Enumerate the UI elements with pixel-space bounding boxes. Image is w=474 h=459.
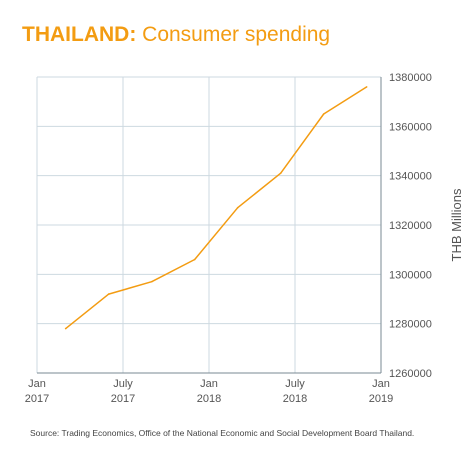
y-tick-label: 1300000 (389, 269, 432, 281)
y-tick-label: 1380000 (389, 72, 432, 84)
y-axis-label: THB Millions (449, 188, 464, 261)
x-tick-label-month: Jan (372, 378, 390, 390)
x-tick-label-year: 2019 (369, 393, 393, 405)
data-point (236, 206, 239, 209)
series (64, 86, 368, 330)
x-tick-label-month: July (285, 378, 305, 390)
y-tick-label: 1360000 (389, 121, 432, 133)
y-tick-label: 1320000 (389, 220, 432, 232)
y-tick-label: 1340000 (389, 171, 432, 183)
y-tick-label: 1280000 (389, 319, 432, 331)
data-point (322, 113, 325, 115)
chart-title-subject: Consumer spending (142, 23, 331, 46)
x-tick-label-month: Jan (28, 378, 46, 390)
data-point (279, 172, 282, 174)
x-tick-label-year: 2018 (283, 393, 307, 405)
data-point (150, 280, 153, 283)
x-tick-label-month: July (113, 378, 133, 390)
x-tick-label-year: 2018 (197, 393, 221, 405)
chart-title: THAILAND: Consumer spending (22, 22, 330, 48)
data-point (365, 86, 368, 88)
data-point (107, 293, 110, 295)
x-tick-label-year: 2017 (25, 393, 49, 405)
x-tick-label-year: 2017 (111, 393, 135, 405)
data-point (193, 258, 196, 261)
y-tick-labels: 1260000 1280000 1300000 1320000 1340000 13600… (389, 72, 432, 380)
x-tick-label-month: Jan (200, 378, 218, 390)
grid-lines (36, 76, 382, 374)
chart-title-country: THAILAND: (22, 23, 137, 46)
data-point (64, 327, 67, 330)
x-tick-labels: Jan 2017 July 2017 Jan 2018 July 2018 Jan 2019 (25, 378, 393, 405)
series-line (65, 86, 368, 330)
source-note: Source: Trading Economics, Office of the… (30, 428, 415, 438)
y-tick-label: 1260000 (389, 368, 432, 380)
axes (37, 77, 382, 374)
